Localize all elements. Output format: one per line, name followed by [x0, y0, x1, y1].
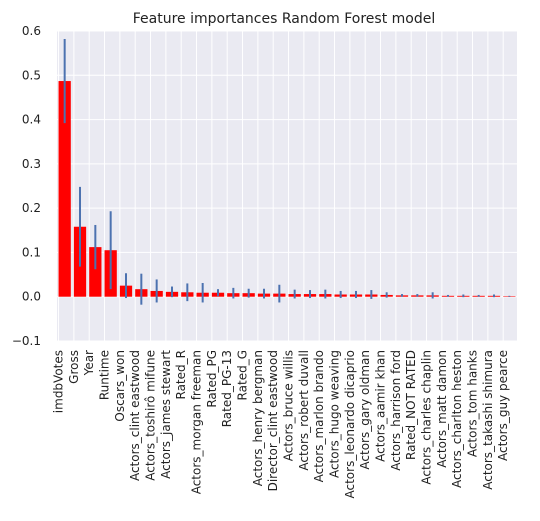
- x-tick-label: Actors_clint eastwood: [128, 350, 142, 481]
- x-tick-label: imdbVotes: [52, 350, 66, 413]
- x-tick-label: Actors_morgan freeman: [190, 350, 204, 494]
- x-tick-label: Actors_charlton heston: [450, 350, 464, 488]
- x-tick-label: Actors_matt damon: [435, 350, 449, 468]
- x-tick-label: Year: [82, 350, 96, 376]
- x-tick-label: Actors_james stewart: [159, 350, 173, 479]
- y-tick-label: 0.3: [22, 157, 41, 171]
- y-tick-label: 0.1: [22, 245, 41, 259]
- x-tick-label: Rated_PG: [205, 350, 219, 408]
- x-tick-label: Actors_charles chaplin: [420, 350, 434, 485]
- x-tick-label: Actors_bruce willis: [282, 350, 296, 461]
- x-tick-label: Actors_hugo weaving: [328, 350, 342, 478]
- error-bars-group: [63, 38, 511, 305]
- x-tick-label: Actors_leonardo dicaprio: [343, 350, 357, 498]
- x-tick-label: Rated_R: [174, 350, 188, 399]
- plot-background: [57, 31, 517, 341]
- bar: [58, 81, 71, 297]
- y-tick-label: 0.2: [22, 201, 41, 215]
- y-tick-labels: −0.1 0.0 0.1 0.2 0.3 0.4 0.5 0.6: [12, 24, 41, 348]
- x-tick-label: Actors_robert duvall: [297, 350, 311, 471]
- x-tick-label: Actors_gary oldman: [358, 350, 372, 470]
- y-tick-label: 0.4: [22, 113, 41, 127]
- x-tick-label: Actors_marlon brando: [312, 350, 326, 482]
- x-tick-label: Actors_harrison ford: [389, 350, 403, 471]
- x-tick-label: Rated_NOT RATED: [404, 350, 418, 460]
- x-tick-labels: imdbVotes Gross Year Runtime Oscars_won Actor…: [52, 350, 511, 499]
- x-tick-label: Actors_tom hanks: [466, 350, 480, 457]
- x-tick-label: Director_clint eastwood: [266, 350, 280, 491]
- x-tick-label: Runtime: [98, 350, 112, 400]
- y-tick-label: 0.5: [22, 68, 41, 82]
- y-tick-label: 0.6: [22, 24, 41, 38]
- x-tick-label: Actors_toshirô mifune: [144, 350, 158, 481]
- x-tick-label: Rated_PG-13: [220, 350, 234, 427]
- x-tick-label: Actors_aamir khan: [374, 350, 388, 462]
- x-tick-label: Actors_guy pearce: [496, 350, 510, 461]
- x-tick-label: Actors_henry bergman: [251, 350, 265, 486]
- x-tick-label: Oscars_won: [113, 350, 127, 422]
- x-tick-label: Gross: [67, 350, 81, 384]
- chart-title: Feature importances Random Forest model: [133, 11, 436, 27]
- y-tick-label: 0.0: [22, 290, 41, 304]
- bar: [89, 247, 102, 297]
- x-tick-label: Actors_takashi shimura: [481, 350, 495, 490]
- x-tick-label: Rated_G: [236, 350, 250, 400]
- y-tick-label: −0.1: [12, 334, 41, 348]
